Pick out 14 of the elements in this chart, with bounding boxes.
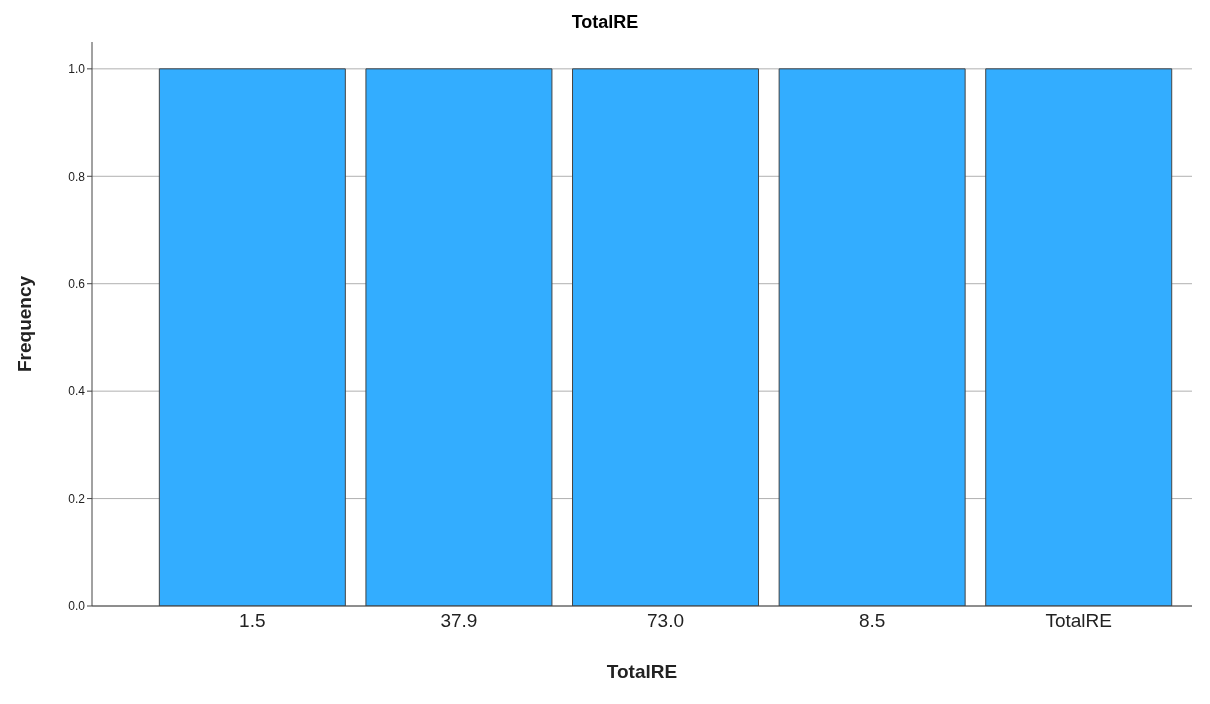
x-tick-label: TotalRE	[1045, 610, 1112, 632]
y-tick-label: 0.4	[68, 384, 86, 399]
y-tick-label: 0.0	[68, 599, 86, 614]
x-tick-label: 73.0	[647, 610, 684, 632]
x-tick-label: 8.5	[858, 610, 886, 632]
x-tick-label: 37.9	[440, 610, 478, 632]
y-tick-label: 0.2	[68, 491, 86, 506]
x-tick-label: 1.5	[239, 610, 266, 632]
y-axis-title: Frequency	[13, 275, 35, 373]
x-axis-title: TotalRE	[606, 661, 678, 682]
chart-title: TotalRE	[570, 11, 640, 34]
y-tick-label: 0.6	[68, 276, 86, 291]
y-tick-label: 0.8	[68, 169, 86, 184]
y-tick-label: 1.0	[68, 62, 86, 77]
